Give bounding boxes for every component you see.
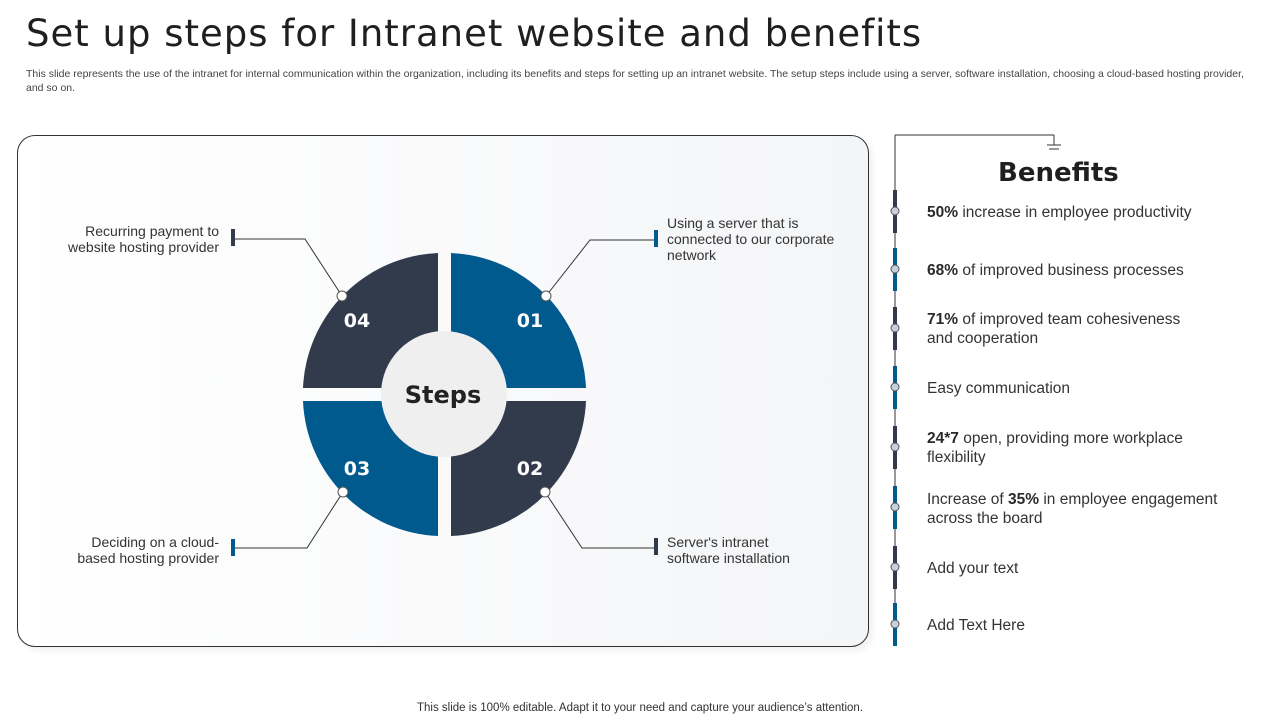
step-label-03: Deciding on a cloud-based hosting provid…	[77, 534, 219, 566]
footer-note: This slide is 100% editable. Adapt it to…	[416, 702, 864, 714]
page-subtitle: This slide represents the use of the int…	[26, 68, 1244, 94]
connector-line-02	[544, 491, 656, 549]
step-label-01: Using a server that is connected to our …	[667, 215, 835, 263]
step-segment-03	[303, 401, 438, 536]
benefit-item: 50% increase in employee productivity	[927, 204, 1192, 221]
step-segment-01	[451, 253, 586, 388]
benefits-title: Benefits	[998, 158, 1119, 188]
benefit-item: Add Text Here	[927, 617, 1025, 634]
timeline-dot	[890, 382, 900, 392]
step-number-04: 04	[344, 310, 370, 332]
benefits-timeline	[890, 134, 1061, 646]
connector-line-03	[233, 491, 344, 549]
connector-line-04	[233, 238, 343, 297]
step-label-04: Recurring payment to website hosting pro…	[68, 223, 219, 255]
marker-04	[231, 229, 235, 246]
center-label: Steps	[405, 381, 482, 409]
timeline-dot	[890, 619, 900, 629]
connector-dot-01	[540, 290, 552, 302]
timeline-dot	[890, 502, 900, 512]
marker-01	[654, 230, 658, 247]
step-number-01: 01	[517, 310, 543, 332]
timeline-dot	[890, 442, 900, 452]
connector-dot-04	[336, 290, 348, 302]
timeline-dot	[890, 323, 900, 333]
center-circle	[381, 331, 507, 457]
step-segment-04	[303, 253, 438, 388]
benefit-item: Easy communication	[927, 380, 1071, 397]
connector-dot-02	[539, 486, 551, 498]
step-number-03: 03	[344, 458, 370, 480]
benefit-item: 71% of improved team cohesiveness and co…	[927, 311, 1181, 347]
step-number-02: 02	[517, 458, 543, 480]
benefit-item: 68% of improved business processes	[927, 262, 1184, 279]
timeline-dot	[890, 264, 900, 274]
page-title: Set up steps for Intranet website and be…	[26, 12, 923, 55]
steps-diagram: Steps 01 02 03 04	[231, 229, 658, 556]
marker-02	[654, 538, 658, 555]
benefit-item: 24*7 open, providing more workplace flex…	[927, 430, 1183, 466]
timeline-dot	[890, 206, 900, 216]
connector-dot-03	[337, 486, 349, 498]
connector-line-01	[545, 239, 656, 297]
step-segment-02	[451, 401, 586, 536]
timeline-dot	[890, 562, 900, 572]
step-label-02: Server's intranet software installation	[667, 534, 790, 566]
marker-03	[231, 539, 235, 556]
benefit-item: Increase of 35% in employee engagement a…	[927, 491, 1218, 527]
benefit-item: Add your text	[927, 560, 1019, 577]
